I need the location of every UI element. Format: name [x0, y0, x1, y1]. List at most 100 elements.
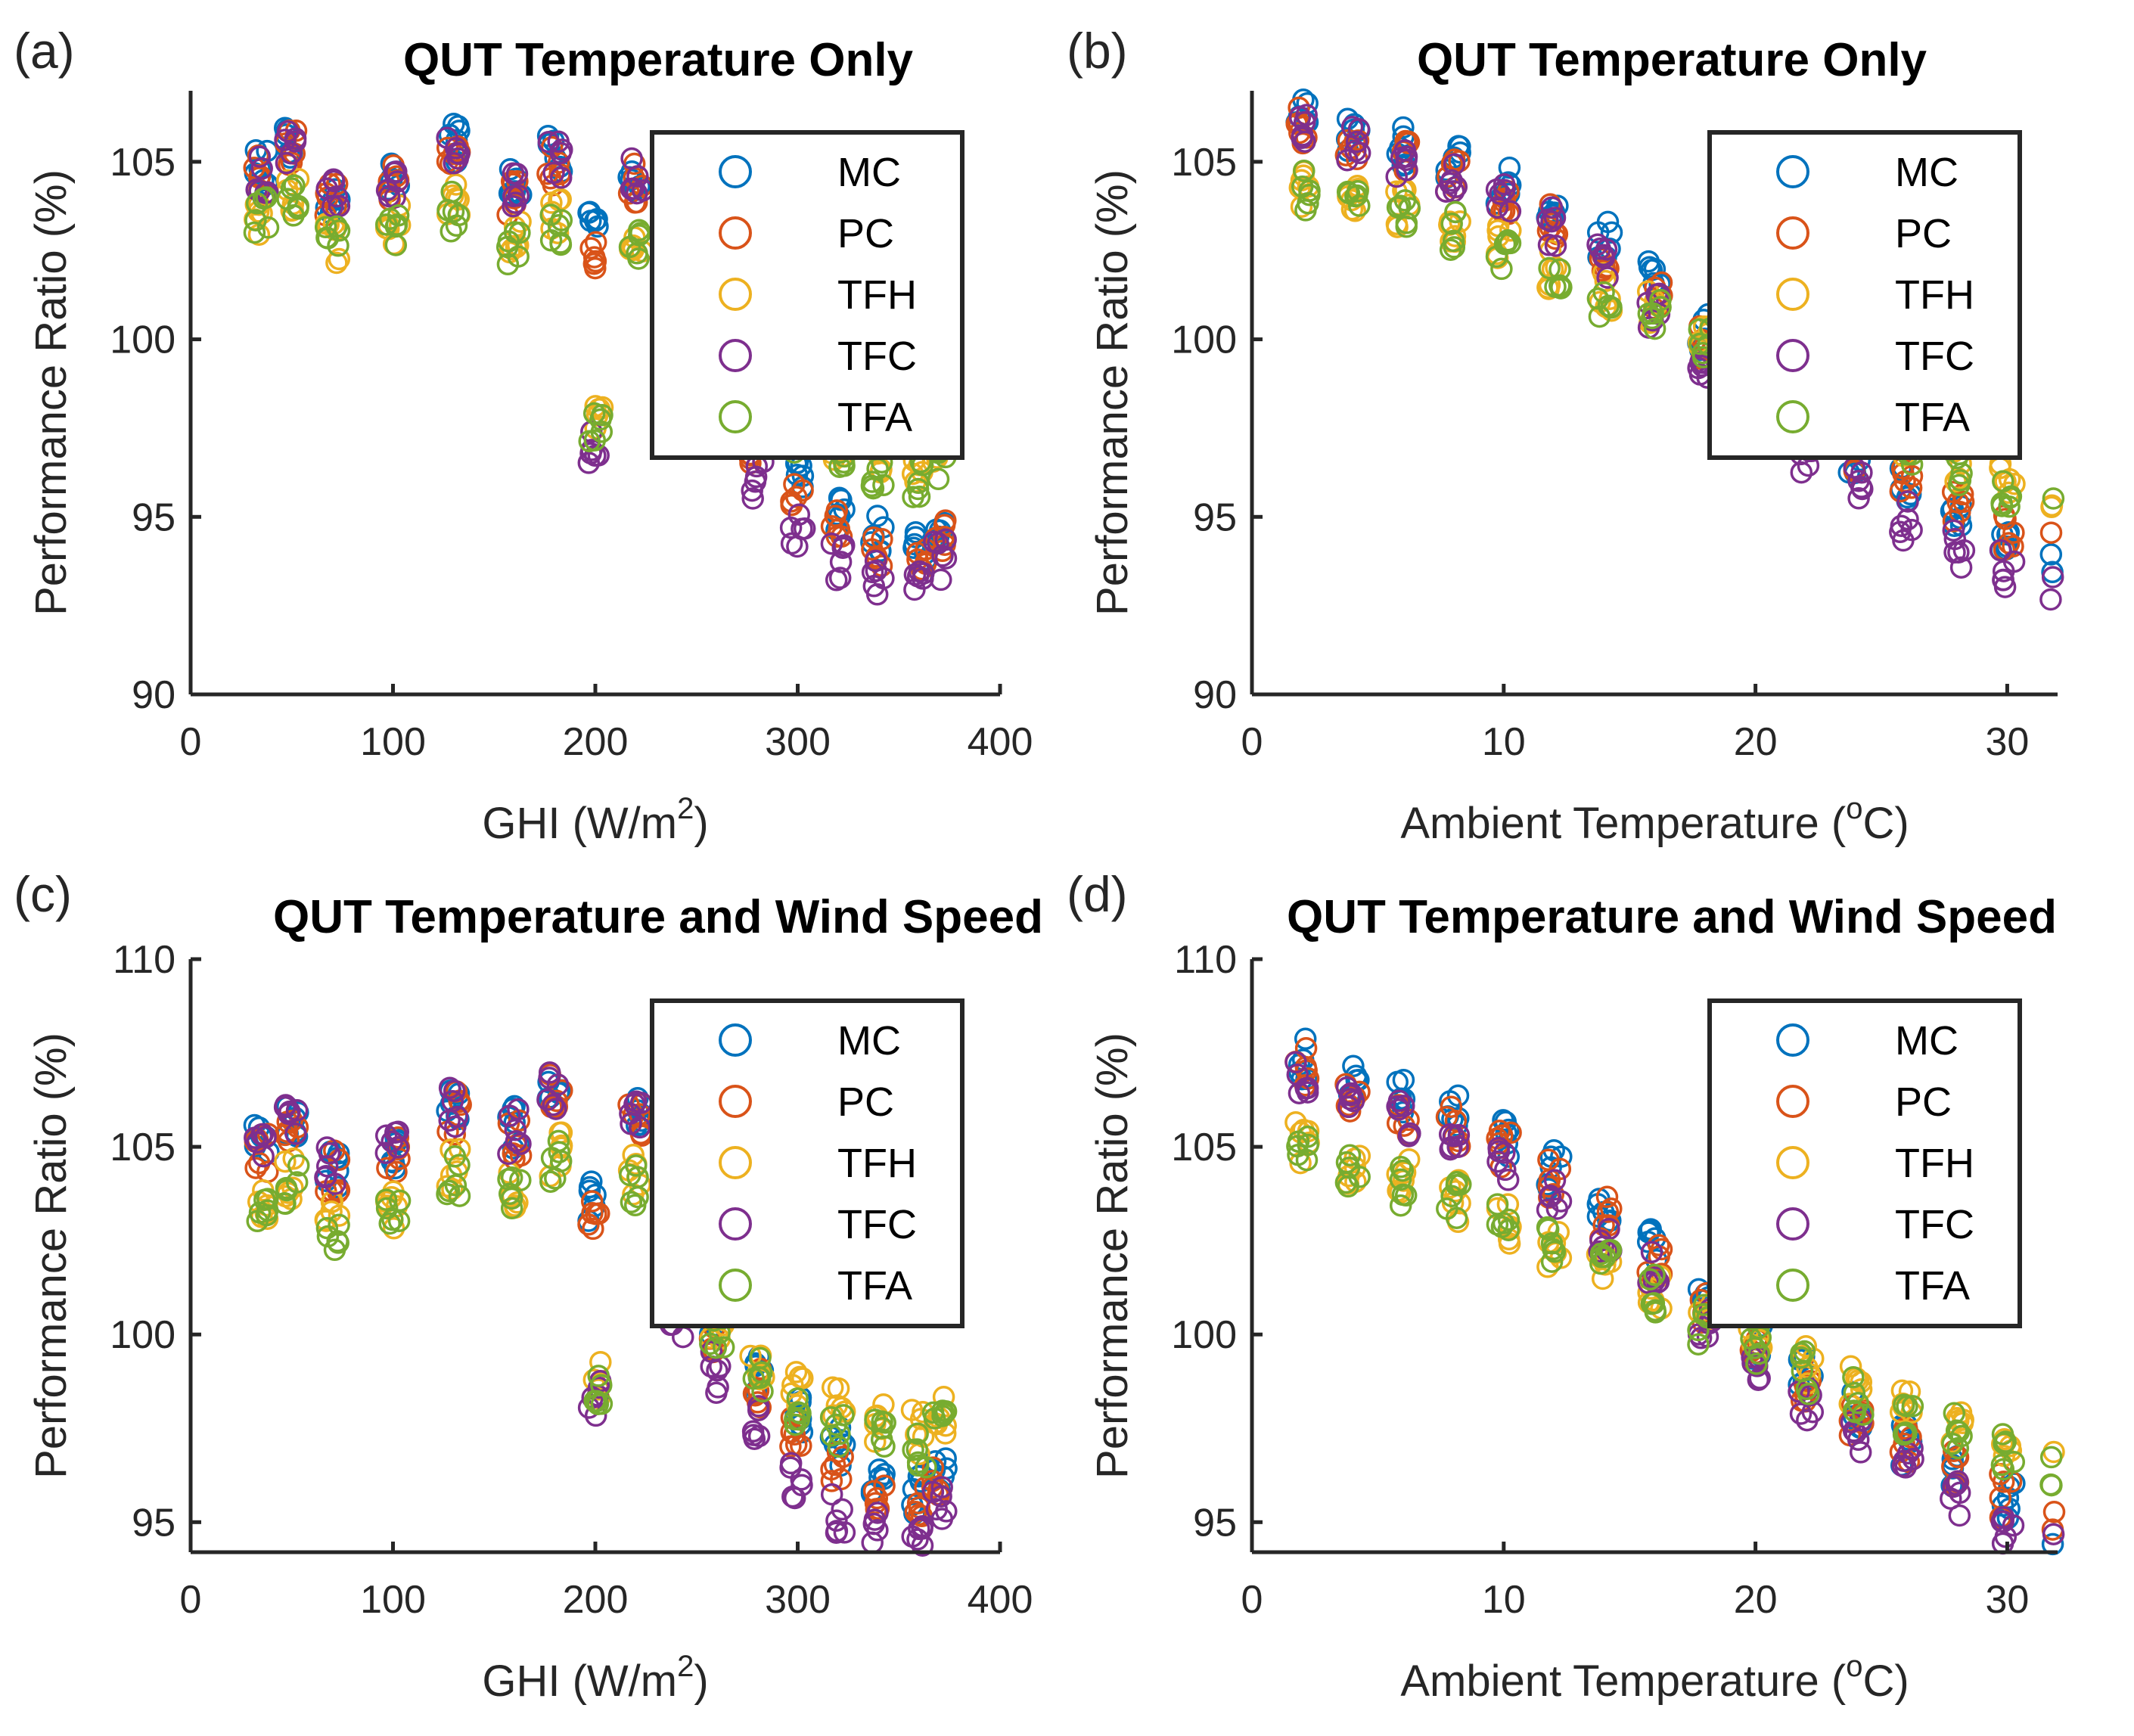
data-point	[1445, 175, 1468, 198]
data-point	[318, 172, 341, 195]
data-point	[315, 1165, 337, 1188]
data-point	[1643, 317, 1667, 340]
data-point	[248, 145, 272, 168]
data-point	[911, 1517, 933, 1540]
x-tick-label: 400	[968, 1578, 1033, 1622]
legend-marker-mc	[1776, 155, 1809, 188]
data-point	[1637, 302, 1660, 325]
x-axis-label-tail: )	[694, 1657, 708, 1706]
data-point	[1337, 1095, 1360, 1119]
data-point	[580, 1190, 604, 1213]
data-point	[1394, 1184, 1418, 1207]
data-point	[1493, 232, 1517, 256]
data-point	[1843, 1381, 1866, 1405]
data-point	[2039, 521, 2063, 544]
data-point	[387, 1136, 409, 1159]
panel-3: (c) QUT Temperature and Wind Speed 0 100 200…	[14, 866, 1043, 1706]
x-axis-label-main: Ambient Temperature (	[1400, 1657, 1846, 1706]
data-point	[744, 465, 768, 489]
data-point	[779, 1435, 802, 1458]
data-point	[2042, 1523, 2065, 1545]
data-point	[861, 561, 884, 584]
data-point	[786, 1387, 809, 1410]
data-point	[1347, 118, 1371, 141]
data-point	[783, 1423, 806, 1446]
data-point	[1440, 213, 1463, 235]
data-point	[1393, 1095, 1415, 1117]
x-tick-label: 10	[1482, 1578, 1526, 1622]
data-point	[1639, 1268, 1661, 1291]
data-point	[779, 1452, 803, 1475]
data-point	[1338, 1144, 1362, 1166]
legend: MC PC TFH TFC TFA	[1707, 130, 2022, 460]
x-tick-label: 200	[563, 1578, 629, 1622]
data-point	[1948, 1481, 1971, 1505]
data-point	[542, 1093, 564, 1116]
data-point	[244, 1157, 267, 1179]
data-point	[589, 1350, 612, 1374]
legend-marker-pc	[719, 1085, 752, 1118]
data-point	[2002, 535, 2024, 557]
data-point	[1948, 1504, 1971, 1527]
data-point	[872, 474, 895, 497]
legend-marker-tfc	[719, 1207, 752, 1241]
x-axis-label-superscript: 2	[677, 792, 694, 825]
data-point	[785, 486, 808, 508]
data-point	[1291, 126, 1313, 150]
data-point	[1640, 1241, 1663, 1263]
data-point	[1345, 130, 1368, 154]
legend-marker-tfc	[1776, 339, 1809, 372]
data-point	[1543, 1169, 1567, 1192]
data-point	[386, 170, 409, 193]
data-point	[906, 1422, 929, 1445]
legend-marker-mc	[719, 1023, 752, 1057]
data-point	[906, 477, 930, 501]
data-point	[1537, 1148, 1560, 1172]
legend-marker-mc	[1776, 1023, 1809, 1057]
data-point	[1293, 110, 1316, 134]
data-point	[1642, 1292, 1666, 1315]
data-point	[1744, 1337, 1766, 1359]
data-point	[1442, 229, 1465, 253]
data-point	[1900, 518, 1923, 542]
data-point	[1592, 244, 1615, 266]
data-point	[1497, 1208, 1521, 1231]
data-point	[1687, 1333, 1710, 1356]
data-point	[1440, 1185, 1463, 1208]
data-point	[282, 1147, 305, 1170]
data-point	[1348, 141, 1371, 165]
y-tick-label: 105	[1171, 1126, 1237, 1169]
data-point	[780, 490, 803, 513]
legend-label-tfh: TFH	[1895, 1141, 1974, 1186]
x-axis-label-tail: )	[694, 799, 708, 848]
legend-label-pc: PC	[1895, 211, 1952, 256]
data-point	[498, 1182, 521, 1206]
data-point	[539, 1170, 562, 1193]
data-point	[542, 161, 565, 185]
data-point	[741, 1420, 765, 1443]
data-point	[1943, 541, 1966, 564]
panel-4: (d) QUT Temperature and Wind Speed 0 10 20 30…	[1067, 866, 2066, 1706]
data-point	[1389, 1168, 1412, 1191]
data-point	[1284, 1051, 1307, 1074]
data-point	[1347, 179, 1369, 203]
data-point	[1790, 461, 1813, 484]
data-point	[1395, 212, 1418, 234]
y-tick-label: 90	[1193, 673, 1237, 717]
data-point	[1851, 477, 1874, 501]
legend-marker-mc	[719, 155, 752, 188]
legend-box	[650, 130, 964, 460]
data-point	[1446, 1171, 1468, 1194]
data-point	[1490, 257, 1513, 281]
data-point	[502, 194, 524, 218]
legend-label-tfh: TFH	[837, 1141, 917, 1186]
data-point	[820, 532, 843, 555]
data-point	[908, 485, 931, 508]
panel-label: (a)	[14, 23, 75, 79]
data-point	[2042, 1501, 2066, 1523]
data-point	[934, 547, 958, 570]
data-point	[374, 1124, 398, 1147]
data-point	[1348, 1166, 1371, 1188]
x-tick-label: 200	[563, 720, 629, 764]
legend-marker-tfh	[719, 1146, 752, 1179]
